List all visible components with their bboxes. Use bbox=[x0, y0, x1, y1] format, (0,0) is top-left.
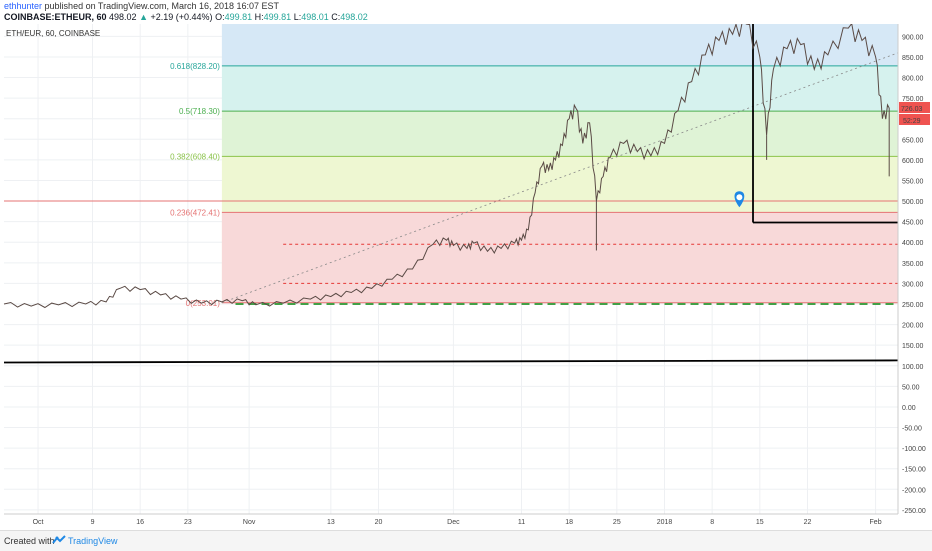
symbol-info: COINBASE:ETHEUR, 60 498.02 ▲ +2.19 (+0.4… bbox=[4, 12, 368, 23]
price-tick-label: 250.00 bbox=[902, 302, 924, 309]
location-pin-dot bbox=[736, 194, 743, 201]
price-tick-label: 300.00 bbox=[902, 281, 924, 288]
price-tick-label: 350.00 bbox=[902, 261, 924, 268]
fib-trend-line[interactable] bbox=[221, 52, 899, 304]
fib-zone bbox=[221, 156, 898, 213]
fib-zone bbox=[221, 65, 898, 112]
publish-info: ethhunter published on TradingView.com, … bbox=[4, 1, 279, 12]
price-tick-label: 850.00 bbox=[902, 55, 924, 62]
time-tick-label: 8 bbox=[710, 519, 714, 526]
trend-line[interactable] bbox=[3, 359, 899, 364]
close-label: C: bbox=[331, 12, 341, 22]
time-tick-label: 20 bbox=[375, 519, 383, 526]
tradingview-brand[interactable]: TradingView bbox=[68, 536, 118, 546]
fib-level-label: 0.382(608.40) bbox=[170, 152, 220, 161]
price-tick-label: 550.00 bbox=[902, 178, 924, 185]
price-tick-label: 100.00 bbox=[902, 364, 924, 371]
created-with-text: Created with bbox=[4, 536, 55, 546]
fib-level-label: 0.5(718.30) bbox=[179, 107, 220, 116]
price-tick-label: 200.00 bbox=[902, 323, 924, 330]
tradingview-logo-icon bbox=[52, 535, 66, 544]
marker-group[interactable] bbox=[734, 191, 745, 208]
author-link[interactable]: ethhunter bbox=[4, 1, 43, 11]
price-tick-label: -200.00 bbox=[902, 487, 926, 494]
fib-level-label: 0.236(472.41) bbox=[170, 208, 220, 217]
price-tick-label: 400.00 bbox=[902, 240, 924, 247]
price-line bbox=[3, 24, 890, 309]
drawn-lines[interactable] bbox=[3, 24, 899, 364]
price-tick-label: 50.00 bbox=[902, 384, 920, 391]
price-tick-label: 650.00 bbox=[902, 137, 924, 144]
time-tick-label: 25 bbox=[613, 519, 621, 526]
price-tick-label: 900.00 bbox=[902, 34, 924, 41]
price-tick-label: 500.00 bbox=[902, 199, 924, 206]
time-tick-label: 2018 bbox=[657, 519, 673, 526]
price-tick-label: -150.00 bbox=[902, 467, 926, 474]
price-tick-label: 800.00 bbox=[902, 76, 924, 83]
countdown-tag-text: 52:29 bbox=[903, 118, 921, 125]
time-tick-label: Nov bbox=[243, 519, 256, 526]
time-tick-label: 11 bbox=[518, 519, 525, 526]
high-value: 499.81 bbox=[263, 12, 292, 22]
time-tick-label: Dec bbox=[447, 519, 460, 526]
price-tick-label: 450.00 bbox=[902, 220, 924, 227]
time-tick-label: 9 bbox=[91, 519, 95, 526]
low-label: L: bbox=[293, 12, 302, 22]
price-change: +2.19 (+0.44%) bbox=[150, 12, 213, 22]
footer: Created with TradingView bbox=[0, 530, 932, 551]
last-price-tag bbox=[899, 101, 930, 113]
time-tick-label: 15 bbox=[756, 519, 764, 526]
price-series bbox=[3, 24, 890, 309]
time-axis[interactable]: Oct 9 16 23 Nov 13 20 Dec 11 18 25 2018 8 15 22 Feb bbox=[4, 513, 898, 526]
symbol-legend: ETH/EUR, 60, COINBASE bbox=[6, 29, 100, 38]
price-tick-label: 150.00 bbox=[902, 343, 924, 350]
chart-header: ethhunter published on TradingView.com, … bbox=[0, 0, 932, 24]
low-value: 498.01 bbox=[301, 12, 329, 22]
last-price-tag-text: 726.03 bbox=[901, 106, 923, 113]
time-tick-label: 18 bbox=[565, 519, 573, 526]
fib-zone bbox=[221, 24, 898, 66]
fib-level-label: 0(253.01) bbox=[186, 299, 221, 308]
price-tick-label: -100.00 bbox=[902, 446, 926, 453]
published-text: published on TradingView.com, March 16, … bbox=[44, 1, 280, 11]
last-price: 498.02 bbox=[109, 12, 137, 22]
open-label: O: bbox=[215, 12, 225, 22]
time-tick-label: Oct bbox=[33, 519, 44, 526]
open-value: 499.81 bbox=[224, 12, 253, 22]
up-arrow-icon: ▲ bbox=[139, 12, 148, 22]
countdown-tag bbox=[899, 113, 930, 125]
price-chart[interactable]: 0.618(828.20) 0.5(718.30) 0.382(608.40) 0.2… bbox=[0, 24, 932, 530]
fib-retracement[interactable]: 0.618(828.20) 0.5(718.30) 0.382(608.40) 0.2… bbox=[170, 24, 899, 308]
symbol-label: COINBASE:ETHEUR, 60 bbox=[4, 12, 107, 22]
price-tick-label: 750.00 bbox=[902, 96, 924, 103]
time-tick-label: Feb bbox=[870, 519, 882, 526]
price-tick-label: 600.00 bbox=[902, 158, 924, 165]
time-tick-label: 13 bbox=[327, 519, 335, 526]
close-value: 498.02 bbox=[340, 12, 368, 22]
price-tick-label: 0.00 bbox=[902, 405, 916, 412]
time-tick-label: 23 bbox=[184, 519, 192, 526]
price-tick-label: -250.00 bbox=[902, 508, 926, 515]
price-axis[interactable]: 900.00850.00800.00750.00700.00650.00600.… bbox=[897, 24, 930, 515]
time-tick-label: 16 bbox=[136, 519, 144, 526]
high-label: H: bbox=[254, 12, 264, 22]
fib-level-label: 0.618(828.20) bbox=[170, 62, 220, 71]
price-tick-label: -50.00 bbox=[902, 426, 922, 433]
fib-zone bbox=[221, 212, 898, 303]
time-tick-label: 22 bbox=[804, 519, 812, 526]
